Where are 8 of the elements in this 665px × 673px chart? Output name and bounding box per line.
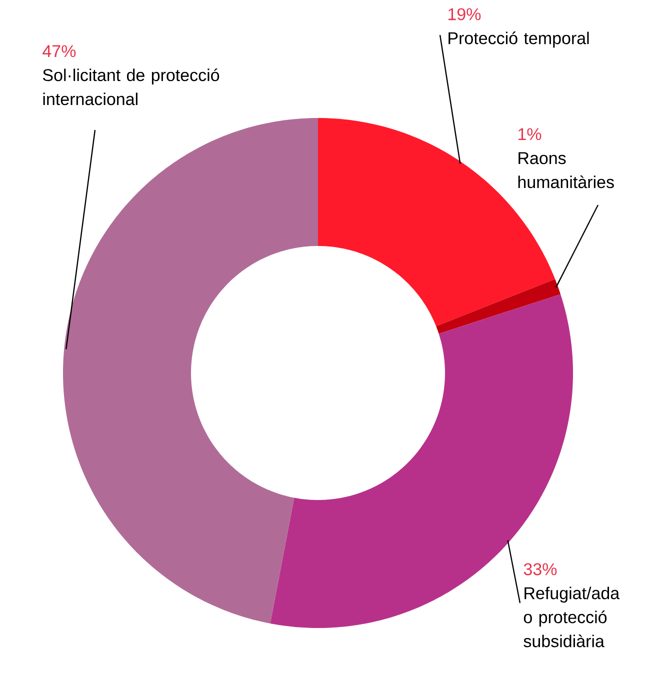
data-label: 1% [518,128,542,140]
data-label: 33% [524,563,557,576]
slice-label: Protecció temporal [448,32,589,48]
slice-label: Sol·licitant de protecció internacional [42,68,220,106]
slice-label: Raons humanitàries [518,152,614,188]
slice-label: Refugiat/ada o protecció subsidiària [524,586,620,648]
data-label: 47% [42,45,76,58]
data-label: 19% [448,8,481,20]
